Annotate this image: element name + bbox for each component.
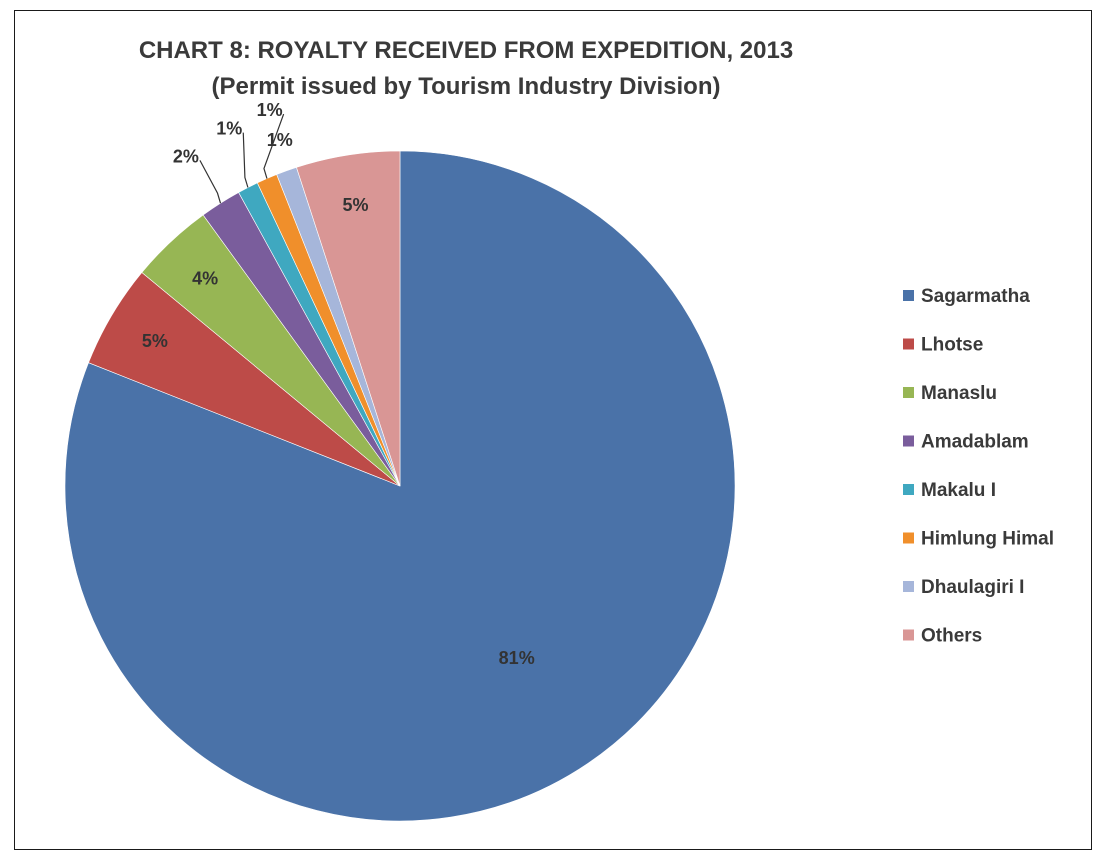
pie-chart: CHART 8: ROYALTY RECEIVED FROM EXPEDITIO… [64,37,1054,822]
pie-slices [64,150,736,822]
legend-item-manaslu: Manaslu [903,383,997,404]
legend-item-others: Others [903,626,982,647]
legend-swatch-manaslu [903,387,914,398]
legend-item-himlung-himal: Himlung Himal [903,529,1054,550]
legend-swatch-sagarmatha [903,290,914,301]
legend-label-dhaulagiri-i: Dhaulagiri I [921,577,1024,598]
legend-label-others: Others [921,626,982,647]
legend-swatch-others [903,629,914,641]
data-label-dhaulagiri-i: 1% [267,130,293,150]
legend-swatch-lhotse [903,338,914,350]
legend-label-makalu-i: Makalu I [921,480,996,501]
chart-frame: CHART 8: ROYALTY RECEIVED FROM EXPEDITIO… [14,10,1092,850]
data-label-manaslu: 4% [192,268,218,288]
legend: Sagarmatha Lhotse Manaslu Amadablam Makalu I… [903,286,1054,647]
legend-swatch-amadablam [903,435,914,447]
data-labels: 81% 5% 4% 2% 1% 1% 1% 5% [142,100,535,668]
leader-line-amadablam [199,160,222,204]
chart-title: CHART 8: ROYALTY RECEIVED FROM EXPEDITIO… [139,37,793,64]
data-label-lhotse: 5% [142,331,168,351]
legend-label-amadablam: Amadablam [921,432,1029,453]
legend-label-lhotse: Lhotse [921,335,983,356]
data-label-others: 5% [342,195,368,215]
legend-label-manaslu: Manaslu [921,383,997,404]
data-label-amadablam: 2% [173,146,199,166]
legend-label-himlung-himal: Himlung Himal [921,529,1054,550]
legend-item-amadablam: Amadablam [903,432,1029,453]
legend-label-sagarmatha: Sagarmatha [921,286,1030,307]
legend-swatch-makalu-i [903,484,914,495]
data-label-himlung-himal: 1% [257,100,283,120]
legend-swatch-himlung-himal [903,532,914,544]
leader-line-himlung-himal [263,113,285,179]
legend-item-makalu-i: Makalu I [903,480,996,501]
leader-lines [199,113,285,204]
legend-item-dhaulagiri-i: Dhaulagiri I [903,577,1024,598]
chart-subtitle: (Permit issued by Tourism Industry Divis… [212,73,721,100]
data-label-makalu-i: 1% [216,119,242,139]
legend-item-lhotse: Lhotse [903,335,983,356]
slice-others [296,150,401,487]
legend-swatch-dhaulagiri-i [903,581,914,592]
data-label-sagarmatha: 81% [499,648,535,668]
legend-item-sagarmatha: Sagarmatha [903,286,1030,307]
leader-line-makalu-i [242,132,249,188]
